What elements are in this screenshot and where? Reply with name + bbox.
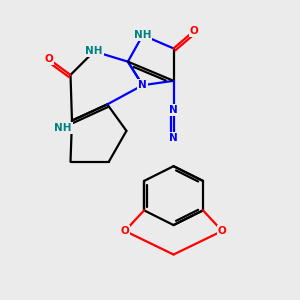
Text: N: N [169, 133, 178, 143]
Text: O: O [121, 226, 129, 236]
Text: N: N [138, 80, 147, 90]
Text: O: O [44, 54, 53, 64]
Text: NH: NH [54, 123, 72, 133]
Text: O: O [218, 226, 226, 236]
Text: NH: NH [85, 46, 103, 56]
Text: NH: NH [134, 30, 152, 40]
Text: O: O [190, 26, 199, 36]
Text: N: N [169, 105, 178, 115]
